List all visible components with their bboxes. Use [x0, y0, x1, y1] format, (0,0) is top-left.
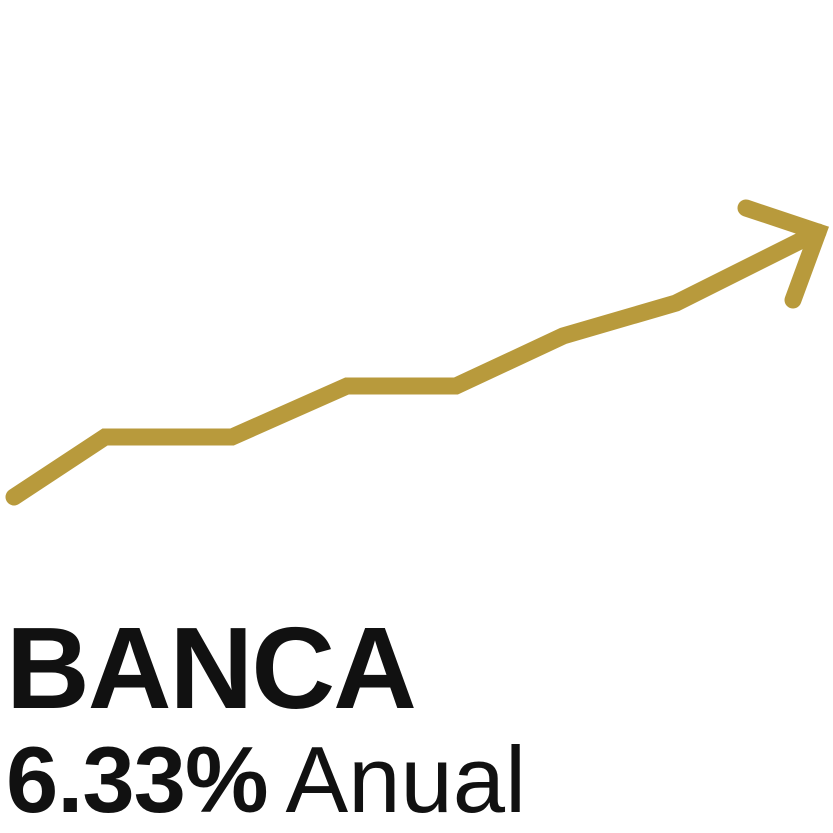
rate-value: 6.33%	[6, 727, 269, 832]
arrow-head	[737, 199, 830, 309]
trend-line	[5, 223, 827, 506]
label-block: BANCA 6.33% Anual	[6, 610, 526, 830]
sector-title: BANCA	[6, 603, 417, 733]
upward-trend-arrow-icon	[5, 199, 830, 506]
rate-period: Anual	[285, 727, 526, 832]
rate-line: 6.33% Anual	[6, 730, 526, 830]
